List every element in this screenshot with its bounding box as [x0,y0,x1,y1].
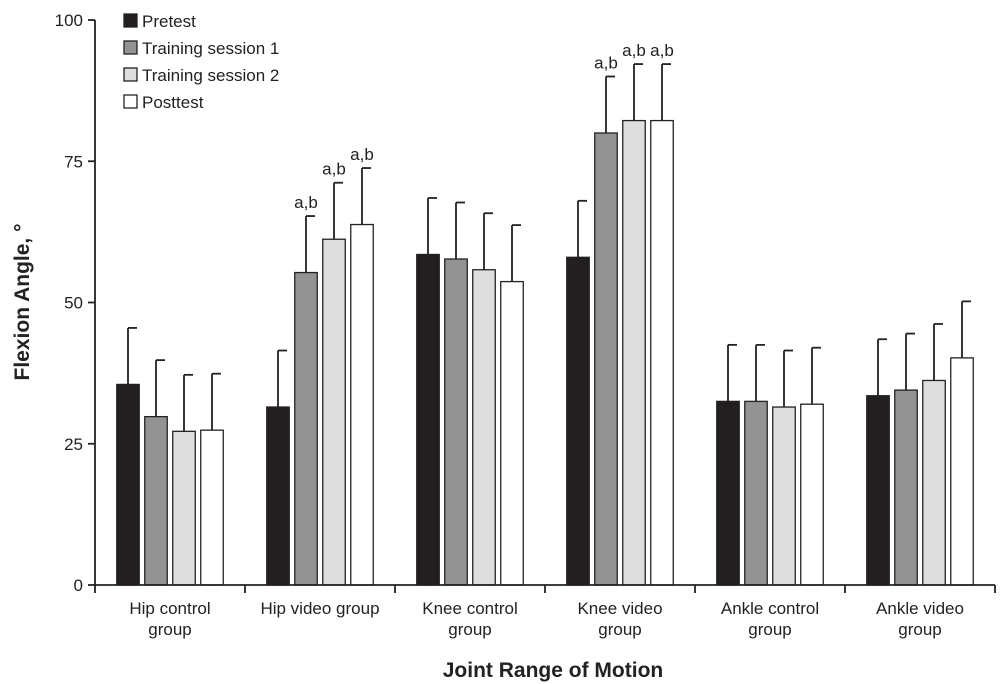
bar [416,253,440,586]
ticks-layer: 0 25 50 75 100 Hip control group Hip video grou… [55,11,996,639]
bar [266,406,290,586]
bar [144,415,168,586]
legend-label: Training session 1 [142,39,279,58]
significance-annotation: a,b [322,160,346,179]
x-tick-label: Ankle control group [721,599,819,639]
bar [350,223,374,586]
significance-annotation: a,b [294,193,318,212]
bar [622,119,646,586]
bar [772,406,796,586]
bar [922,379,946,586]
legend-label: Posttest [142,93,204,112]
significance-annotation: a,b [622,41,646,60]
x-tick-label: Hip control group [129,599,210,639]
x-tick-label: Knee control group [422,599,517,639]
y-tick-label: 75 [64,152,83,171]
y-tick-label: 0 [74,576,83,595]
legend-swatch [123,94,138,109]
bar [294,271,318,586]
bar [566,256,590,586]
axes-layer [94,20,995,586]
bar [716,400,740,586]
bar [950,357,974,586]
y-axis-title: Flexion Angle, ° [11,224,34,381]
y-tick-label: 25 [64,435,83,454]
bar [866,395,890,586]
legend-swatch [123,40,138,55]
x-tick-label: Hip video group [260,599,379,618]
bar [472,269,496,586]
significance-annotation: a,b [350,145,374,164]
legend-swatch [123,67,138,82]
legend-label: Training session 2 [142,66,279,85]
bar [500,280,524,586]
bar [322,238,346,586]
bar [650,119,674,586]
bar [894,389,918,586]
legend-swatch [123,13,138,28]
legend: Pretest Training session 1 Training sessio… [123,12,279,112]
bars-layer: a,ba,ba,ba,ba,b a,b [116,41,974,586]
significance-annotation: a,b [594,54,618,73]
x-tick-label: Ankle video group [876,599,964,639]
x-axis-title: Joint Range of Motion [443,659,663,682]
bar [172,430,196,586]
bar [800,403,824,586]
bar [200,429,224,586]
significance-annotation: a,b [650,41,674,60]
legend-label: Pretest [142,12,196,31]
bar [594,132,618,586]
x-tick-label: Knee video group [577,599,662,639]
bar [744,400,768,586]
y-tick-label: 100 [55,11,83,30]
bar [116,383,140,586]
y-tick-label: 50 [64,294,83,313]
bar [444,258,468,586]
